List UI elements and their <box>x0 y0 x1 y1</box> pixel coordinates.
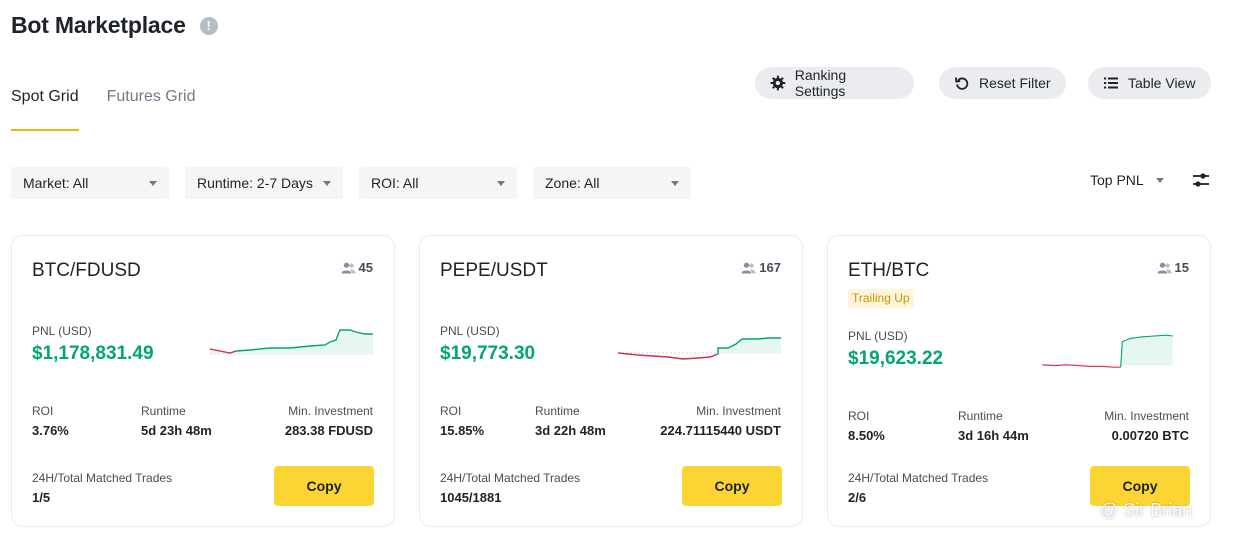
gear-icon <box>770 75 786 91</box>
bot-card[interactable]: ETH/BTC 15 Trailing Up PNL (USD) $19,623… <box>827 235 1211 527</box>
user-count-value: 45 <box>358 260 373 275</box>
caret-down-icon <box>671 180 679 186</box>
user-count: 15 <box>1157 260 1189 275</box>
roi-label: ROI <box>848 409 870 423</box>
runtime-value: 3d 16h 44m <box>958 428 1029 443</box>
runtime-label: Runtime <box>141 404 186 418</box>
table-view-label: Table View <box>1128 75 1196 91</box>
pnl-label: PNL (USD) <box>440 324 500 338</box>
user-count-value: 15 <box>1174 260 1189 275</box>
roi-value: 15.85% <box>440 423 485 438</box>
tab-futures-grid[interactable]: Futures Grid <box>106 88 196 105</box>
matched-trades-value: 1045/1881 <box>440 490 502 505</box>
min-investment-value: 224.71115440 USDT <box>660 423 781 438</box>
reset-filter-button[interactable]: Reset Filter <box>939 67 1066 99</box>
runtime-label: Runtime <box>958 409 1003 423</box>
roi-label: ROI <box>32 404 54 418</box>
runtime-value: 3d 22h 48m <box>535 423 606 438</box>
pnl-sparkline <box>1042 334 1173 368</box>
min-investment-label: Min. Investment <box>288 404 373 418</box>
pnl-label: PNL (USD) <box>848 329 908 343</box>
table-view-button[interactable]: Table View <box>1088 67 1211 99</box>
user-count: 167 <box>741 260 781 275</box>
page-title: Bot Marketplace <box>11 12 186 38</box>
matched-trades-label: 24H/Total Matched Trades <box>32 471 173 485</box>
matched-trades-label: 24H/Total Matched Trades <box>440 471 581 485</box>
tab-spot-grid[interactable]: Spot Grid <box>11 88 79 131</box>
users-icon <box>341 262 356 273</box>
roi-filter-select[interactable]: ROI: All <box>359 167 517 199</box>
users-icon <box>1157 262 1172 273</box>
market-filter-value: Market: All <box>23 175 89 191</box>
page-header: Bot Marketplace ! <box>11 12 218 39</box>
market-filter-select[interactable]: Market: All <box>11 167 169 199</box>
runtime-filter-select[interactable]: Runtime: 2-7 Days <box>185 167 343 199</box>
caret-down-icon <box>1155 177 1164 183</box>
copy-button[interactable]: Copy <box>682 466 782 506</box>
bot-card[interactable]: BTC/FDUSD 45 PNL (USD) $1,178,831.49 ROI… <box>11 235 395 527</box>
caret-down-icon <box>497 180 505 186</box>
bot-type-tabs: Spot Grid Futures Grid <box>11 88 224 131</box>
info-icon[interactable]: ! <box>199 16 218 35</box>
user-count: 45 <box>341 260 373 275</box>
pnl-value: $19,773.30 <box>440 343 536 364</box>
matched-trades-label: 24H/Total Matched Trades <box>848 471 989 485</box>
runtime-value: 5d 23h 48m <box>141 423 212 438</box>
sort-value: Top PNL <box>1090 172 1144 188</box>
pnl-value: $1,178,831.49 <box>32 343 154 364</box>
copy-button[interactable]: Copy <box>1090 466 1190 506</box>
reset-filter-label: Reset Filter <box>979 75 1051 91</box>
min-investment-value: 283.38 FDUSD <box>284 423 373 438</box>
min-investment-label: Min. Investment <box>1104 409 1189 423</box>
trading-pair: PEPE/USDT <box>440 260 548 281</box>
list-icon <box>1104 77 1118 89</box>
pnl-sparkline <box>210 329 373 355</box>
roi-filter-value: ROI: All <box>371 175 419 191</box>
reset-icon <box>955 77 969 90</box>
ranking-settings-button[interactable]: Ranking Settings <box>755 67 914 99</box>
sort-select[interactable]: Top PNL <box>1090 172 1164 188</box>
pnl-label: PNL (USD) <box>32 324 92 338</box>
sliders-icon[interactable] <box>1192 171 1210 189</box>
zone-filter-select[interactable]: Zone: All <box>533 167 691 199</box>
trading-pair: ETH/BTC <box>848 260 930 281</box>
copy-button[interactable]: Copy <box>274 466 374 506</box>
matched-trades-value: 2/6 <box>848 490 867 505</box>
zone-filter-value: Zone: All <box>545 175 600 191</box>
min-investment-value: 0.00720 BTC <box>1111 428 1189 443</box>
pnl-sparkline <box>618 337 781 360</box>
matched-trades-value: 1/5 <box>32 490 51 505</box>
bot-card[interactable]: PEPE/USDT 167 PNL (USD) $19,773.30 ROI 1… <box>419 235 803 527</box>
users-icon <box>741 262 756 273</box>
trading-pair: BTC/FDUSD <box>32 260 141 281</box>
runtime-label: Runtime <box>535 404 580 418</box>
user-count-value: 167 <box>759 260 781 275</box>
runtime-filter-value: Runtime: 2-7 Days <box>197 175 313 191</box>
caret-down-icon <box>149 180 157 186</box>
min-investment-label: Min. Investment <box>696 404 781 418</box>
ranking-settings-label: Ranking Settings <box>794 67 847 99</box>
pnl-value: $19,623.22 <box>848 348 944 369</box>
roi-label: ROI <box>440 404 462 418</box>
strategy-badge: Trailing Up <box>848 289 914 308</box>
roi-value: 8.50% <box>848 428 885 443</box>
caret-down-icon <box>323 180 331 186</box>
roi-value: 3.76% <box>32 423 69 438</box>
